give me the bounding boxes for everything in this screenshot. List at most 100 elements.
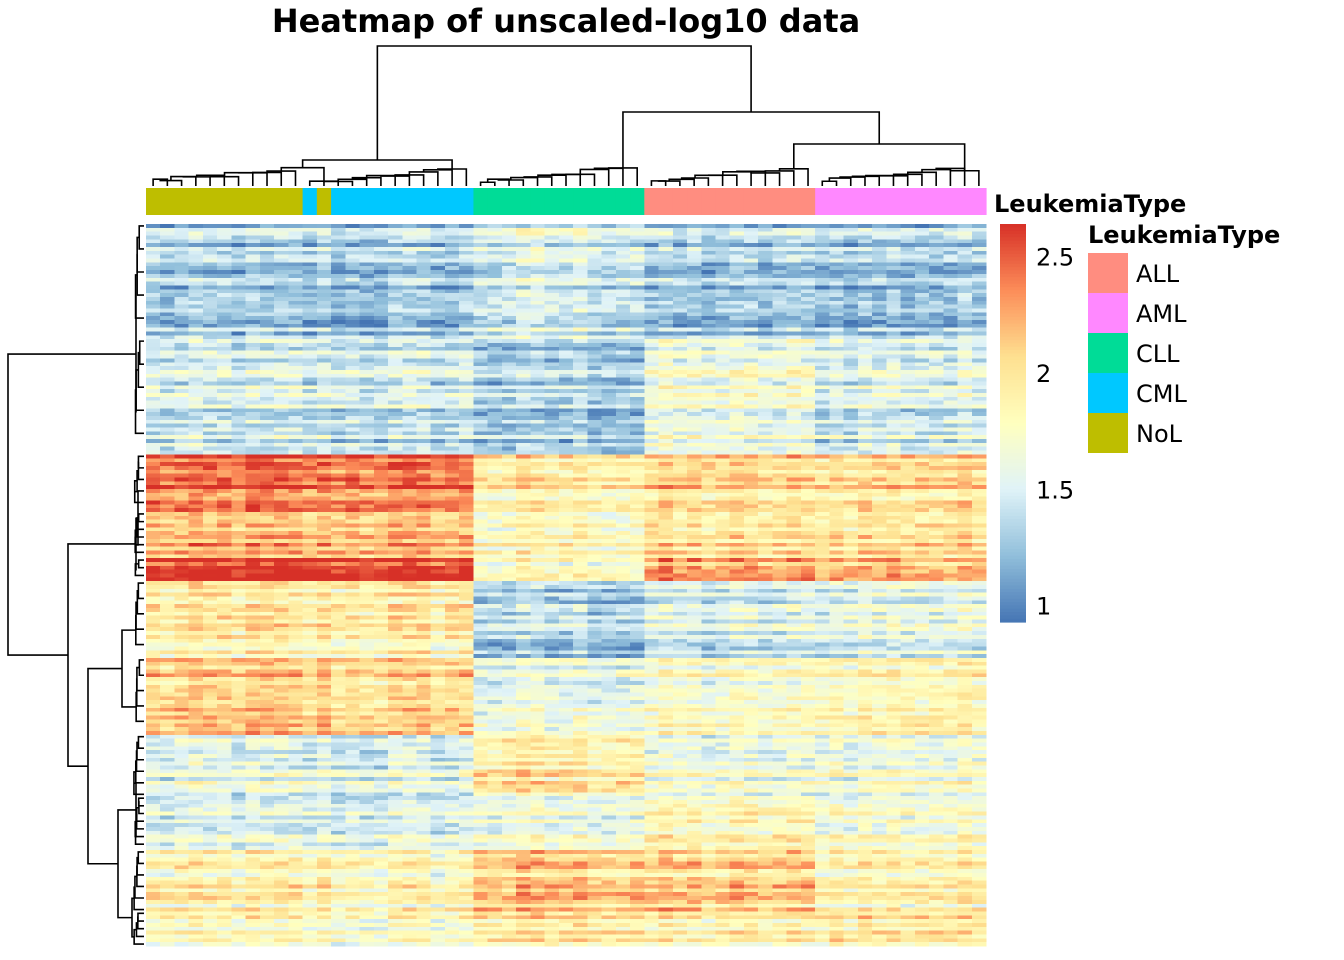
heatmap-cell xyxy=(302,477,318,482)
heatmap-cell xyxy=(444,247,460,252)
heatmap-cell xyxy=(587,285,603,290)
heatmap-cell xyxy=(544,250,560,256)
heatmap-cell xyxy=(644,346,660,352)
heatmap-cell xyxy=(473,304,489,309)
heatmap-cell xyxy=(829,273,845,279)
heatmap-cell xyxy=(516,496,531,502)
heatmap-cell xyxy=(644,508,660,513)
heatmap-cell xyxy=(943,535,959,540)
heatmap-cell xyxy=(146,258,161,263)
heatmap-cell xyxy=(587,304,603,309)
heatmap-cell xyxy=(971,296,987,302)
heatmap-cell xyxy=(943,404,959,409)
heatmap-cell xyxy=(857,273,873,279)
heatmap-cell xyxy=(872,293,887,298)
heatmap-cell xyxy=(288,300,304,306)
heatmap-cell xyxy=(487,289,503,294)
heatmap-cell xyxy=(160,496,175,502)
heatmap-cell xyxy=(202,235,218,240)
heatmap-cell xyxy=(202,373,218,379)
heatmap-cell xyxy=(829,293,845,298)
heatmap-cell xyxy=(274,304,289,309)
heatmap-cell xyxy=(672,308,688,313)
heatmap-cell xyxy=(160,538,175,544)
heatmap-cell xyxy=(630,354,645,359)
heatmap-cell xyxy=(188,277,204,283)
heatmap-cell xyxy=(658,369,674,375)
heatmap-cell xyxy=(245,404,261,409)
heatmap-cell xyxy=(274,293,289,298)
heatmap-cell xyxy=(316,381,332,386)
heatmap-cell xyxy=(146,339,161,344)
heatmap-cell xyxy=(701,289,716,294)
heatmap-cell xyxy=(345,508,361,513)
heatmap-cell xyxy=(914,316,930,321)
heatmap-cell xyxy=(729,504,745,509)
heatmap-cell xyxy=(701,469,716,475)
heatmap-cell xyxy=(402,519,418,525)
heatmap-cell xyxy=(302,335,318,340)
heatmap-cell xyxy=(672,538,688,544)
heatmap-cell xyxy=(815,442,830,448)
heatmap-cell xyxy=(188,469,204,475)
heatmap-cell xyxy=(174,373,190,379)
heatmap-cell xyxy=(331,327,346,333)
heatmap-cell xyxy=(430,439,446,444)
heatmap-cell xyxy=(160,312,175,317)
heatmap-cell xyxy=(701,416,716,421)
heatmap-cell xyxy=(900,416,916,421)
heatmap-cell xyxy=(743,354,759,359)
heatmap-cell xyxy=(160,243,175,248)
heatmap-cell xyxy=(388,331,403,336)
heatmap-cell xyxy=(245,312,261,317)
heatmap-cell xyxy=(530,316,546,321)
heatmap-cell xyxy=(900,224,916,229)
heatmap-cell xyxy=(886,323,902,329)
heatmap-cell xyxy=(800,385,816,390)
heatmap-cell xyxy=(373,500,389,505)
heatmap-cell xyxy=(957,496,973,502)
heatmap-cell xyxy=(701,293,716,298)
heatmap-cell xyxy=(274,308,289,313)
heatmap-cell xyxy=(259,492,275,498)
heatmap-cell xyxy=(174,231,190,237)
heatmap-cell xyxy=(573,500,588,505)
heatmap-cell xyxy=(701,250,716,256)
heatmap-cell xyxy=(388,419,403,425)
heatmap-cell xyxy=(729,538,745,544)
heatmap-cell xyxy=(288,227,304,233)
heatmap-cell xyxy=(630,293,645,298)
heatmap-cell xyxy=(558,312,574,317)
heatmap-cell xyxy=(815,523,830,528)
heatmap-cell xyxy=(900,439,916,444)
heatmap-cell xyxy=(231,504,247,509)
heatmap-cell xyxy=(416,435,432,440)
heatmap-cell xyxy=(815,243,830,248)
heatmap-cell xyxy=(188,392,204,398)
heatmap-cell xyxy=(331,381,346,386)
heatmap-cell xyxy=(843,488,859,494)
heatmap-cell xyxy=(957,281,973,286)
heatmap-cell xyxy=(188,235,204,240)
heatmap-cell xyxy=(815,335,830,340)
heatmap-cell xyxy=(473,343,489,348)
heatmap-cell xyxy=(558,385,574,390)
heatmap-cell xyxy=(174,339,190,344)
heatmap-cell xyxy=(687,300,702,306)
heatmap-cell xyxy=(188,465,204,471)
heatmap-cell xyxy=(516,377,531,382)
heatmap-cell xyxy=(245,239,261,244)
heatmap-cell xyxy=(587,300,603,306)
heatmap-cell xyxy=(630,258,645,263)
heatmap-cell xyxy=(444,285,460,290)
heatmap-cell xyxy=(345,481,361,486)
heatmap-cell xyxy=(174,331,190,336)
heatmap-cell xyxy=(359,469,375,475)
heatmap-cell xyxy=(772,285,788,290)
heatmap-cell xyxy=(530,389,546,394)
heatmap-cell xyxy=(857,323,873,329)
heatmap-cell xyxy=(886,446,902,452)
heatmap-cell xyxy=(174,258,190,263)
heatmap-cell xyxy=(259,477,275,482)
heatmap-cell xyxy=(601,535,617,540)
